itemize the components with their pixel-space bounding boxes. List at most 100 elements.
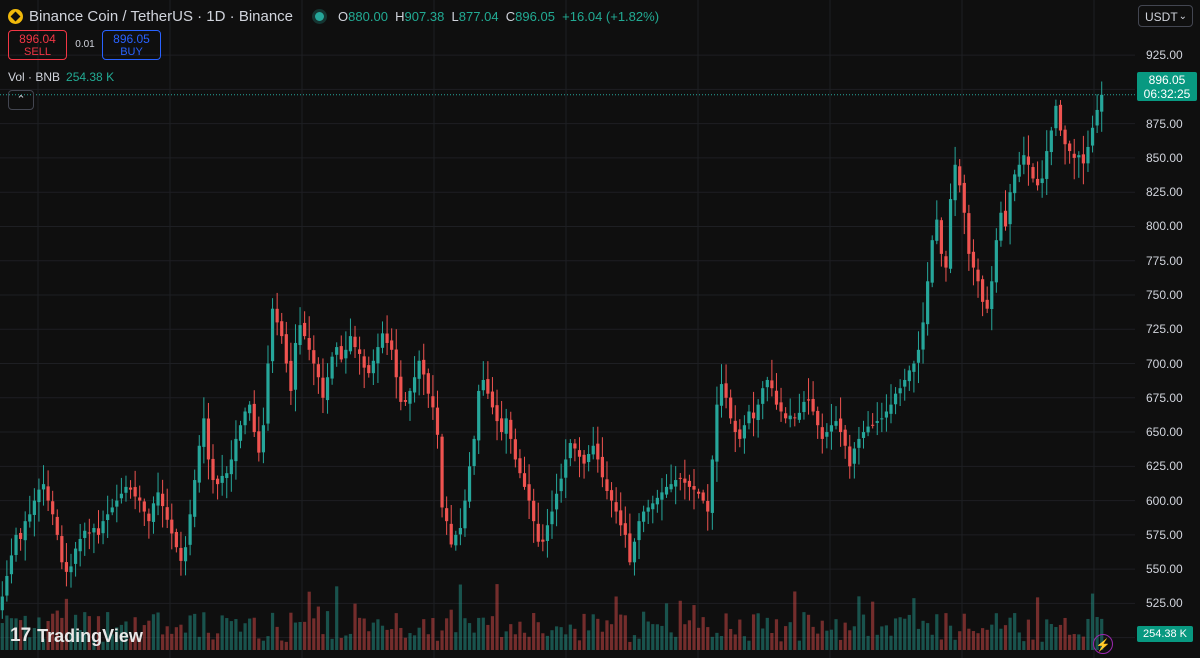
candle-body (655, 497, 659, 505)
candle-body (935, 219, 939, 241)
candle-body (385, 333, 389, 343)
price-axis-label: 600.00 (1146, 493, 1183, 508)
volume-bar (536, 622, 540, 650)
candle-body (23, 521, 27, 541)
volume-bar (623, 615, 627, 650)
candle-body (825, 432, 829, 437)
volume-bar (385, 629, 389, 650)
candle-body (486, 379, 490, 394)
volume-bar (1090, 593, 1095, 650)
volume-bar (234, 619, 238, 650)
symbol-header: Binance Coin / TetherUS · 1D · Binance O… (8, 6, 659, 26)
candle-body (637, 521, 641, 541)
volume-bar (197, 636, 201, 650)
candle-body (1072, 153, 1076, 158)
lightning-icon[interactable]: ⚡ (1093, 634, 1113, 654)
price-axis-label: 850.00 (1146, 150, 1183, 165)
volume-legend: Vol · BNB 254.38 K (8, 70, 114, 84)
volume-bar (994, 613, 998, 650)
price-axis-label: 575.00 (1146, 527, 1183, 542)
bar-countdown: 06:32:25 (1143, 87, 1191, 101)
price-axis-label: 700.00 (1146, 356, 1183, 371)
candle-body (73, 548, 78, 564)
candle-body (303, 322, 307, 337)
volume-bar (138, 637, 142, 650)
candle-body (367, 365, 371, 374)
volume-bar (1081, 636, 1085, 650)
candle-body (898, 388, 902, 394)
candle-body (990, 281, 994, 310)
candle-body (467, 466, 472, 502)
volume-bar (0, 623, 4, 650)
collapse-legend-button[interactable]: ⌃ (8, 90, 34, 110)
candle-body (944, 256, 948, 268)
volume-bar (206, 632, 211, 650)
volume-bar (156, 612, 160, 650)
candle-body (96, 528, 101, 535)
buy-button[interactable]: 896.05 BUY (102, 30, 161, 60)
symbol-title[interactable]: Binance Coin / TetherUS · 1D · Binance (29, 7, 294, 25)
volume-bar (106, 612, 110, 650)
sell-button[interactable]: 896.04 SELL (8, 30, 67, 60)
tradingview-logo[interactable]: 17 TradingView (10, 625, 143, 647)
candle-body (696, 491, 701, 494)
volume-bar (225, 618, 229, 650)
candle-body (403, 400, 408, 402)
candle-body (765, 379, 769, 388)
candle-body (289, 360, 293, 391)
last-price-value: 896.05 (1148, 73, 1186, 87)
volume-bar (298, 621, 302, 650)
candle-body (1063, 129, 1067, 145)
volume-bar (495, 584, 499, 650)
volume-bar (761, 628, 765, 650)
candle-body (724, 383, 728, 398)
candle-body (751, 412, 756, 419)
volume-bar (110, 634, 114, 650)
candle-body (344, 349, 348, 359)
volume-bar (151, 614, 156, 650)
volume-bar (719, 636, 724, 650)
volume-bar (133, 617, 137, 650)
grid-lines (0, 0, 1135, 658)
candle-body (554, 493, 559, 510)
candle-body (60, 536, 64, 563)
volume-bar (866, 635, 870, 650)
volume-bar (930, 634, 934, 650)
candle-body (202, 418, 206, 447)
candle-body (445, 508, 449, 522)
candle-body (976, 269, 980, 282)
candle-body (912, 363, 916, 372)
candle-body (293, 342, 298, 390)
volume-bar (165, 626, 169, 650)
volume-bar (1017, 632, 1021, 650)
volume-bar (852, 626, 856, 650)
candle-body (829, 425, 834, 432)
volume-bar (912, 598, 916, 650)
candle-body (115, 500, 119, 507)
candle-body (298, 325, 302, 345)
candle-body (564, 459, 568, 478)
volume-bar (770, 632, 774, 650)
currency-select[interactable]: USDT ⌄ (1138, 5, 1193, 27)
chevron-down-icon: ⌄ (1178, 11, 1187, 22)
candle-body (147, 513, 151, 522)
candle-body (449, 523, 453, 545)
candle-body (238, 425, 243, 441)
price-axis-label: 550.00 (1146, 562, 1183, 577)
volume-bar (417, 627, 421, 650)
volume-bar (619, 614, 623, 650)
volume-bar (706, 627, 710, 650)
volume-bar (788, 622, 792, 650)
spread-value: 0.01 (75, 39, 95, 50)
volume-bar (545, 635, 550, 650)
volume-bar (793, 591, 797, 650)
candle-body (353, 336, 357, 348)
volume-bar (1086, 618, 1090, 650)
candle-body (550, 511, 554, 525)
candle-body (472, 438, 476, 467)
candle-body (513, 439, 517, 460)
volume-bar (646, 621, 650, 650)
candle-body (412, 377, 417, 393)
candle-body (266, 363, 270, 424)
